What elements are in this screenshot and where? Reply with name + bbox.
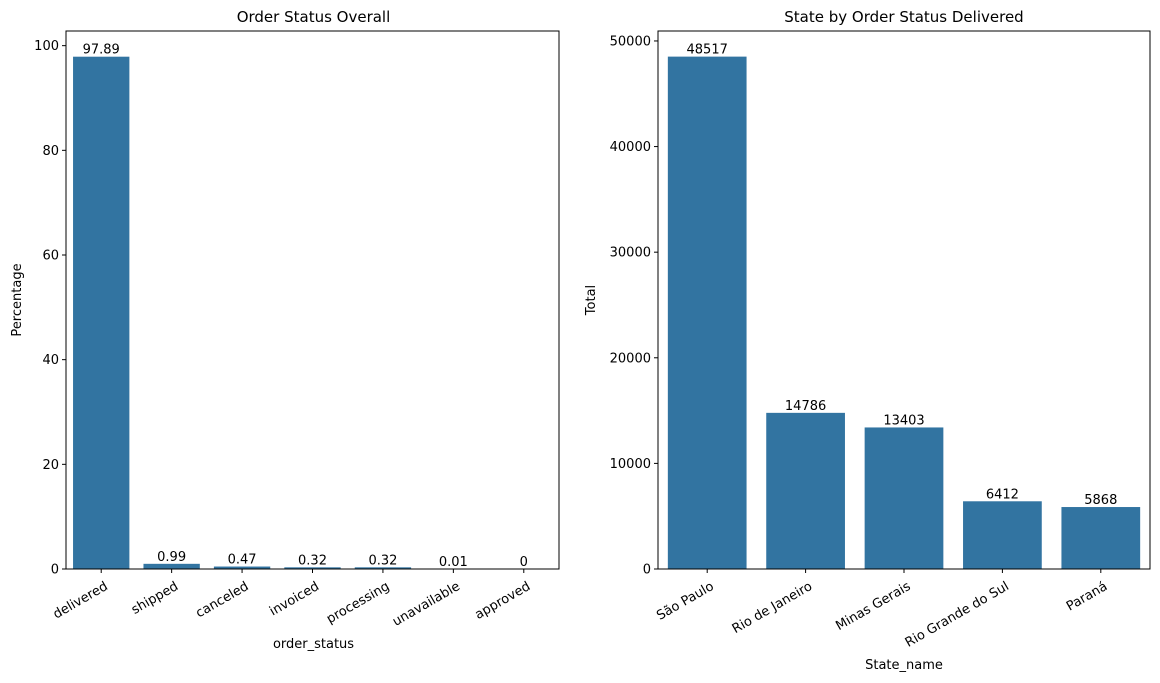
data-labels: 97.89 0.99 0.47 0.32 0.32 0.01 0 (83, 43, 528, 570)
data-label-parana: 5868 (1084, 493, 1117, 508)
x-tick-label: Rio Grande do Sul (903, 579, 1012, 651)
data-label-delivered: 97.89 (83, 43, 120, 58)
y-axis-ticks: 0 20 40 60 80 100 (34, 39, 66, 578)
data-label-sao-paulo: 48517 (687, 43, 728, 58)
data-label-processing: 0.32 (368, 553, 397, 568)
bar-shipped (143, 563, 200, 569)
data-label-rio-de-janeiro: 14786 (785, 399, 826, 414)
y-tick-label: 40000 (610, 140, 651, 155)
y-tick-label: 20 (42, 458, 59, 473)
y-tick-label: 0 (643, 563, 651, 578)
data-label-rio-grande-do-sul: 6412 (986, 487, 1019, 502)
data-label-canceled: 0.47 (228, 553, 257, 568)
x-tick-label: Paraná (1064, 579, 1110, 614)
bars (73, 56, 482, 570)
x-tick-label: processing (324, 579, 392, 627)
y-tick-label: 60 (42, 248, 59, 263)
x-axis-ticks: delivered shipped canceled invoiced processi… (51, 569, 533, 630)
x-tick-label: approved (472, 579, 533, 623)
data-label-shipped: 0.99 (157, 550, 186, 565)
bar-canceled (213, 566, 271, 569)
x-tick-label: Rio de Janeiro (730, 579, 815, 637)
y-tick-label: 50000 (610, 34, 651, 49)
bar-parana (1061, 507, 1141, 569)
x-tick-label: invoiced (267, 579, 322, 619)
data-label-minas-gerais: 13403 (883, 413, 924, 428)
y-tick-label: 80 (42, 144, 59, 159)
bar-delivered (73, 56, 130, 570)
plot-frame (65, 30, 560, 570)
y-tick-label: 20000 (610, 351, 651, 366)
y-tick-label: 10000 (610, 457, 651, 472)
bar-rio-grande-do-sul (963, 501, 1042, 569)
x-axis-label: State_name (865, 658, 943, 673)
plot-frame (657, 30, 1151, 570)
y-tick-label: 30000 (610, 246, 651, 261)
x-tick-label: delivered (51, 579, 111, 622)
chart-state-by-order-status-delivered: State by Order Status Delivered State_na… (584, 8, 1151, 673)
chart-order-status-overall: Order Status Overall order_status Percen… (10, 8, 560, 652)
x-tick-label: São Paulo (654, 579, 716, 624)
bar-minas-gerais (864, 427, 944, 569)
data-label-approved: 0 (520, 555, 528, 570)
y-tick-label: 100 (34, 39, 59, 54)
x-tick-label: shipped (129, 579, 181, 618)
y-tick-label: 40 (42, 353, 59, 368)
bar-sao-paulo (667, 56, 747, 570)
y-tick-label: 0 (51, 563, 59, 578)
y-axis-label: Percentage (10, 263, 25, 336)
x-axis-label: order_status (273, 637, 354, 652)
data-label-unavailable: 0.01 (439, 555, 468, 570)
y-axis-ticks: 0 10000 20000 30000 40000 50000 (610, 34, 658, 578)
chart-title: State by Order Status Delivered (784, 8, 1023, 26)
bars (667, 56, 1141, 570)
bar-rio-de-janeiro (766, 412, 845, 569)
x-tick-label: Minas Gerais (833, 579, 913, 634)
x-tick-label: canceled (193, 579, 251, 621)
y-axis-label: Total (584, 285, 599, 316)
bar-invoiced (284, 567, 341, 569)
x-tick-label: unavailable (390, 579, 463, 630)
bar-processing (354, 567, 412, 569)
chart-title: Order Status Overall (237, 8, 391, 26)
data-labels: 48517 14786 13403 6412 5868 (687, 43, 1118, 508)
data-label-invoiced: 0.32 (298, 553, 327, 568)
